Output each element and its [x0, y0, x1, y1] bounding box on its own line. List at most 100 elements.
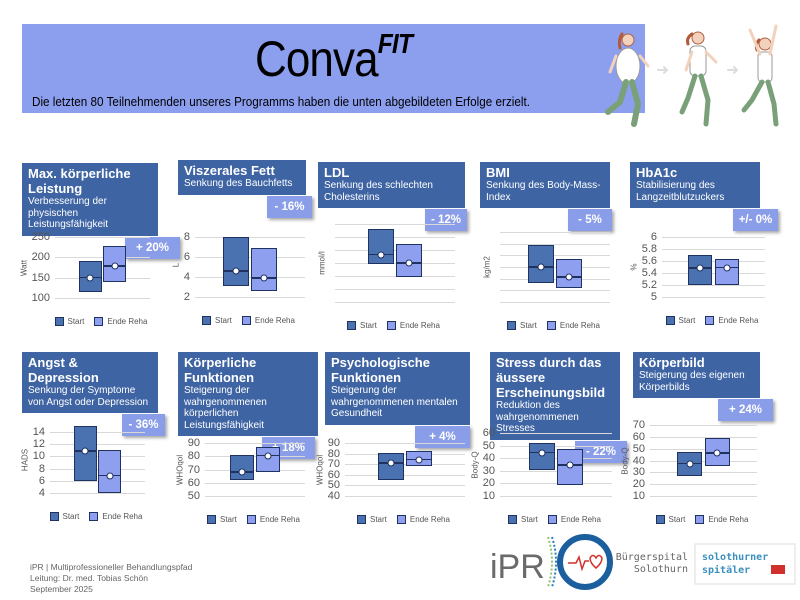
panel-title: HbA1c [636, 165, 678, 180]
y-tick-label: 20 [482, 477, 495, 490]
legend-swatch-end [396, 515, 406, 524]
mean-marker [405, 259, 413, 267]
gridline [500, 496, 612, 497]
start-box [73, 426, 97, 481]
y-tick-label: 250 [31, 231, 50, 243]
chart-legend: Start Ende Reha [507, 321, 600, 330]
gridline [335, 263, 455, 264]
mean-marker [713, 449, 721, 457]
mean-marker [696, 264, 704, 272]
gridline [335, 276, 455, 277]
gridline [50, 444, 145, 446]
brand-title: ConvaFIT [59, 28, 607, 88]
gridline [205, 496, 305, 497]
legend-swatch-end [241, 316, 251, 325]
legend-label-start: Start [521, 515, 538, 524]
mean-marker [106, 472, 114, 480]
mean-marker [86, 274, 94, 282]
gridline [650, 436, 757, 438]
gridline [205, 456, 305, 458]
mean-marker [238, 468, 246, 476]
ipr-logo-swoosh [547, 536, 553, 588]
change-badge: + 4% [415, 426, 470, 448]
start-box [222, 237, 249, 286]
mean-marker [686, 460, 694, 468]
legend-label-start: Start [668, 515, 686, 524]
gridline [195, 277, 305, 278]
chart-legend: Start Ende Reha [49, 512, 143, 521]
y-axis-label: mmol/l [317, 251, 327, 275]
gridline [662, 285, 765, 286]
chart-legend: Start Ende Reha [665, 316, 758, 325]
mean-marker [387, 459, 395, 467]
brand-superscript: FIT [377, 28, 413, 59]
gridline [500, 302, 610, 303]
gridline [650, 472, 757, 474]
footer-line-1: iPR | Multiprofessioneller Behandlungspf… [30, 562, 193, 572]
mean-marker [565, 273, 573, 281]
end-box [251, 248, 278, 291]
y-axis-label: % [629, 263, 639, 271]
box-chart: 4 6 8 10 12 14 [33, 426, 145, 499]
start-box [367, 229, 394, 265]
end-box [714, 259, 740, 285]
mean-marker [723, 264, 731, 272]
panel-title: Psychologische Funktionen [331, 355, 430, 385]
runner-2 [679, 31, 718, 127]
start-box [230, 454, 254, 481]
gridline [50, 456, 145, 458]
gridline [650, 484, 757, 486]
legend-label-start: Start [220, 515, 237, 524]
legend-swatch-end [705, 316, 715, 325]
gridline [335, 224, 455, 225]
box-chart: 10 20 30 40 50 60 [483, 427, 612, 502]
y-axis-label: kg/m2 [482, 256, 492, 278]
legend-swatch-start [655, 515, 665, 524]
legend-label-end: Ende Reha [399, 321, 440, 330]
change-badge: +/- 0% [733, 209, 778, 231]
mean-marker [377, 251, 385, 259]
y-axis-label: Body-Q [470, 450, 480, 479]
end-box [704, 438, 731, 467]
gridline [205, 443, 305, 444]
gridline [345, 474, 465, 476]
ipr-logo: iPR [490, 548, 545, 586]
mean-marker [81, 447, 89, 455]
y-tick-label: 70 [632, 419, 645, 431]
y-tick-label: 30 [632, 466, 645, 479]
mean-marker [415, 456, 423, 464]
y-tick-label: 50 [327, 479, 340, 492]
y-tick-label: 60 [482, 427, 495, 439]
gridline [345, 464, 465, 466]
gridline [500, 433, 612, 434]
legend-swatch-start [347, 321, 356, 330]
box-chart: 50 60 70 80 90 [188, 437, 305, 502]
panel-subtitle: Senkung des schlechten Cholesterins [324, 180, 433, 203]
chart-legend: Start Ende Reha [54, 317, 147, 326]
group-name-line-1: solothurner [702, 552, 768, 563]
arrow-icon [727, 66, 739, 74]
chart-legend: Start Ende Reha [357, 515, 450, 524]
intro-text: Die letzten 80 Teilnehmenden unseres Pro… [32, 94, 531, 109]
y-tick-label: 70 [327, 458, 340, 471]
panel-title: Körperliche Funktionen [184, 355, 257, 385]
soh-logo-card [694, 543, 796, 585]
y-axis-label: L [171, 262, 181, 267]
gridline [55, 237, 150, 238]
end-box [256, 446, 280, 473]
legend-swatch-start [665, 316, 675, 325]
legend-label-end: Ende Reha [708, 515, 749, 524]
gridline [662, 237, 765, 238]
panel-title-box: Max. körperliche Leistung Verbesserung de… [22, 163, 158, 236]
end-box [396, 243, 423, 277]
legend-label-end: Ende Reha [102, 512, 143, 521]
box-chart: 10 20 30 40 50 60 70 [633, 419, 757, 502]
panel-title: Angst & Depression [28, 355, 99, 385]
hospital-name-line-1: Bürgerspital [616, 552, 688, 563]
legend-swatch-start [54, 317, 64, 326]
end-box [98, 450, 122, 493]
legend-label-start: Start [678, 316, 696, 325]
panel-subtitle: Senkung des Bauchfetts [184, 178, 293, 189]
gridline [55, 277, 150, 279]
mean-marker [538, 449, 546, 457]
